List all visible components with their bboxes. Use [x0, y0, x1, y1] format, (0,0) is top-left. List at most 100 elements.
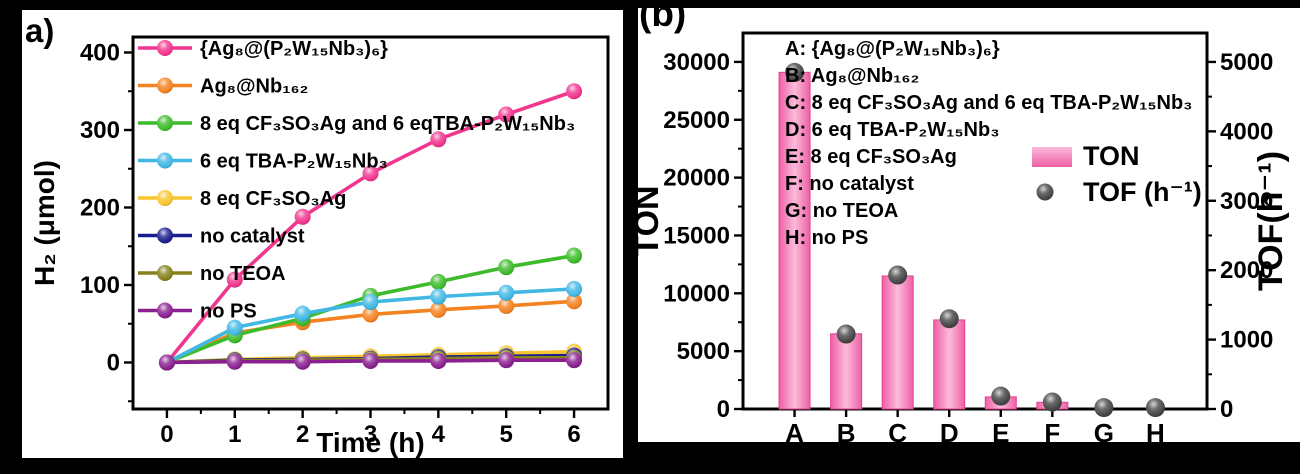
legend-tof-label: TOF (h⁻¹) — [1083, 177, 1202, 207]
legend-tof-marker — [1036, 183, 1054, 201]
category-label-F: F — [1044, 418, 1060, 442]
legend-marker — [157, 190, 173, 206]
y-axis-label-ton: TON — [638, 185, 666, 256]
tof-dot-E — [991, 386, 1011, 406]
legend-marker — [157, 227, 173, 244]
data-point — [566, 280, 583, 297]
annotation-5: F: no catalyst — [785, 173, 914, 195]
x-tick-label: 0 — [160, 421, 173, 448]
bar-A — [778, 71, 811, 410]
plot-frame-b — [741, 31, 1209, 411]
panel-b-label: (b) — [639, 8, 687, 34]
data-point — [430, 301, 447, 318]
y-axis-label-tof: TOF(h⁻¹) — [1252, 151, 1290, 291]
x-tick-label: 6 — [567, 421, 580, 448]
data-point — [226, 353, 243, 370]
data-point — [362, 165, 379, 182]
y-tick-label: 400 — [80, 40, 120, 67]
tof-dot-C — [888, 265, 908, 285]
legend-marker — [157, 265, 173, 281]
legend-marker — [157, 115, 173, 131]
data-point — [294, 353, 311, 370]
legend-ton-label: TON — [1083, 141, 1140, 171]
panel-a-label: a) — [25, 12, 55, 49]
legend-marker — [157, 302, 173, 319]
data-point — [294, 305, 311, 322]
legend-label-0: {Ag₈@(P₂W₁₅Nb₃)₆} — [200, 38, 388, 60]
tof-tick-label: 1000 — [1220, 327, 1273, 354]
ton-tick-label: 0 — [717, 396, 730, 423]
tof-tick-label: 0 — [1220, 396, 1233, 423]
ton-tick-label: 20000 — [663, 165, 730, 192]
legend-label-7: no PS — [200, 301, 257, 323]
y-tick-label: 200 — [80, 195, 120, 222]
legend-label-1: Ag₈@Nb₁₆₂ — [200, 76, 308, 98]
tof-tick-label: 4000 — [1220, 118, 1273, 145]
annotation-2: C: 8 eq CF₃SO₃Ag and 6 eq TBA-P₂W₁₅Nb₃ — [785, 92, 1192, 114]
legend-label-4: 8 eq CF₃SO₃Ag — [200, 188, 346, 210]
x-tick-label: 3 — [364, 421, 377, 448]
data-point — [362, 306, 379, 323]
data-point — [498, 284, 515, 301]
data-point — [498, 106, 515, 123]
annotation-6: G: no TEOA — [785, 200, 898, 222]
data-point — [566, 352, 583, 369]
category-label-D: D — [940, 418, 959, 442]
tof-dot-H — [1145, 398, 1165, 418]
panel-b-chart: 0 5000 10000 15000 20000 25000 30000 0 1000 2000 3… — [638, 31, 1290, 442]
data-point — [362, 294, 379, 311]
tof-dot-F — [1042, 392, 1062, 412]
legend-label-5: no catalyst — [200, 226, 305, 248]
data-point — [362, 352, 379, 369]
tof-dot-G — [1094, 398, 1114, 418]
category-label-A: A — [785, 418, 804, 442]
category-label-G: G — [1094, 418, 1114, 442]
legend-marker — [157, 152, 173, 169]
ton-tick-label: 10000 — [663, 280, 730, 307]
x-tick-label: 1 — [228, 421, 241, 448]
annotation-0: A: {Ag₈@(P₂W₁₅Nb₃)₆} — [785, 38, 1000, 60]
tof-dot-D — [939, 309, 959, 329]
legend-marker — [157, 40, 173, 56]
tof-dot-B — [836, 324, 856, 344]
panel-a: a) 0 1 2 3 4 5 6 0 100 200 300 400 Time (h) H₂ (μmol)… — [22, 10, 623, 458]
data-point — [158, 354, 175, 371]
data-point — [430, 352, 447, 369]
bar-D — [933, 319, 966, 410]
data-point — [430, 288, 447, 305]
annotation-4: E: 8 eq CF₃SO₃Ag — [785, 146, 957, 168]
legend-label-2: 8 eq CF₃SO₃Ag and 6 eqTBA-P₂W₁₅Nb₃ — [200, 113, 575, 135]
x-axis-label-time: Time (h) — [316, 427, 424, 458]
x-tick-label: 5 — [500, 421, 513, 448]
tof-tick-label: 3000 — [1220, 188, 1273, 215]
annotation-7: H: no PS — [785, 227, 868, 249]
data-point — [566, 293, 583, 310]
ton-tick-label: 25000 — [663, 107, 730, 134]
legend-marker — [157, 77, 173, 94]
data-point — [294, 208, 311, 225]
panel-a-chart: 0 1 2 3 4 5 6 0 100 200 300 400 Time (h) H₂ (μmol) {Ag… — [29, 35, 610, 458]
data-point — [498, 259, 515, 276]
data-point — [498, 352, 515, 369]
tof-tick-label: 2000 — [1220, 257, 1273, 284]
data-point — [566, 83, 583, 100]
panel-b: (b) 0 5000 10000 15000 20000 25000 30000 0 1000 2… — [638, 8, 1300, 442]
ton-tick-label: 30000 — [663, 49, 730, 76]
category-label-C: C — [888, 418, 907, 442]
ton-tick-label: 5000 — [677, 338, 730, 365]
tof-tick-label: 5000 — [1220, 49, 1273, 76]
y-tick-label: 0 — [107, 350, 120, 377]
legend-ton-swatch — [1032, 147, 1072, 167]
y-tick-label: 300 — [80, 117, 120, 144]
legend-label-3: 6 eq TBA-P₂W₁₅Nb₃ — [200, 151, 388, 173]
data-point — [566, 247, 583, 264]
data-point — [498, 297, 515, 314]
y-tick-label: 100 — [80, 272, 120, 299]
annotation-3: D: 6 eq TBA-P₂W₁₅Nb₃ — [785, 119, 999, 141]
ton-tick-label: 15000 — [663, 222, 730, 249]
category-label-B: B — [837, 418, 856, 442]
bar-B — [830, 333, 863, 410]
category-label-E: E — [992, 418, 1009, 442]
data-point — [430, 273, 447, 290]
